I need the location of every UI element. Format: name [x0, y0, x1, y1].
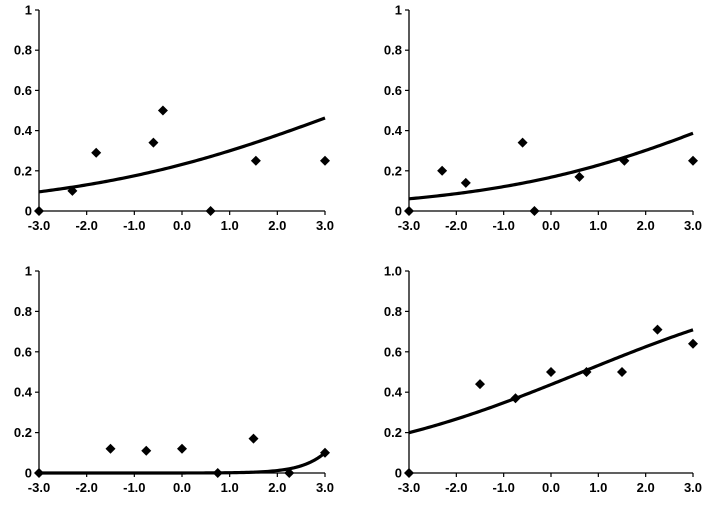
y-tick-label: 0.6	[14, 83, 32, 98]
data-point	[653, 325, 663, 335]
y-tick-label: 0.8	[384, 304, 402, 319]
data-point	[213, 468, 223, 478]
x-tick-label: 0.0	[542, 218, 560, 233]
x-tick-label: -1.0	[123, 480, 145, 495]
data-point	[249, 434, 259, 444]
x-tick-label: -3.0	[398, 218, 420, 233]
y-tick-label: 0.2	[384, 425, 402, 440]
y-tick-label: 0.8	[14, 304, 32, 319]
x-tick-label: -3.0	[398, 480, 420, 495]
data-point	[91, 148, 101, 158]
y-tick-label: 0	[25, 466, 32, 481]
fitted-curve	[409, 133, 693, 199]
data-point	[34, 468, 44, 478]
data-point	[106, 444, 116, 454]
fitted-curve	[409, 330, 693, 433]
x-tick-label: -3.0	[28, 218, 50, 233]
data-point	[158, 106, 168, 116]
x-tick-label: 3.0	[316, 218, 334, 233]
x-tick-label: 1.0	[589, 480, 607, 495]
x-tick-label: 3.0	[684, 480, 702, 495]
y-tick-label: 1	[25, 264, 32, 279]
data-point	[511, 393, 521, 403]
data-point	[251, 156, 261, 166]
x-tick-label: 2.0	[268, 480, 286, 495]
y-tick-label: 0	[395, 204, 402, 219]
x-tick-label: 1.0	[221, 218, 239, 233]
y-tick-label: 1.0	[384, 264, 402, 279]
y-tick-label: 0.4	[384, 123, 403, 138]
y-tick-label: 0.2	[384, 163, 402, 178]
x-tick-label: -1.0	[492, 480, 514, 495]
x-tick-label: -2.0	[75, 480, 97, 495]
fitted-curve	[39, 118, 325, 192]
y-tick-label: 0	[395, 466, 402, 481]
x-tick-label: -1.0	[492, 218, 514, 233]
y-tick-label: 0.4	[384, 385, 403, 400]
y-tick-label: 0.8	[384, 43, 402, 58]
data-point	[148, 138, 158, 148]
chart-panel-bottom-right: 0 0.2 0.4 0.6 0.8 1.0 -3.0 -2.0 -1.0 0.0 1.0 2.0 3.0	[384, 264, 702, 496]
y-tick-label: 0.6	[384, 344, 402, 359]
chart-panel-top-left: 0 0.2 0.4 0.6 0.8 1 -3.0 -2.0 -1.0 0.0 1.0 2.0 3.0	[14, 3, 334, 234]
x-tick-label: 0.0	[542, 480, 560, 495]
data-point	[206, 206, 216, 216]
y-tick-label: 0.4	[14, 123, 33, 138]
y-tick-label: 0.2	[14, 163, 32, 178]
x-tick-label: 3.0	[316, 480, 334, 495]
x-tick-label: 1.0	[221, 480, 239, 495]
data-point	[574, 172, 584, 182]
x-tick-label: -3.0	[28, 480, 50, 495]
data-point	[437, 166, 447, 176]
data-point	[177, 444, 187, 454]
data-point	[34, 206, 44, 216]
x-tick-label: 2.0	[637, 480, 655, 495]
data-point	[404, 206, 414, 216]
x-tick-label: 0.0	[173, 218, 191, 233]
y-tick-label: 0.2	[14, 425, 32, 440]
data-point	[546, 367, 556, 377]
data-point	[475, 379, 485, 389]
y-tick-label: 0	[25, 204, 32, 219]
y-tick-label: 1	[395, 3, 402, 18]
y-tick-label: 0.6	[384, 83, 402, 98]
data-point	[529, 206, 539, 216]
data-point	[404, 468, 414, 478]
data-point	[518, 138, 528, 148]
data-point	[141, 446, 151, 456]
data-point	[320, 156, 330, 166]
y-tick-label: 0.6	[14, 344, 32, 359]
x-tick-label: 0.0	[173, 480, 191, 495]
x-tick-label: 2.0	[637, 218, 655, 233]
y-tick-label: 1	[25, 3, 32, 18]
y-tick-label: 0.8	[14, 43, 32, 58]
chart-panel-bottom-left: 0 0.2 0.4 0.6 0.8 1 -3.0 -2.0 -1.0 0.0 1.0 2.0 3.0	[14, 264, 334, 496]
data-point	[688, 339, 698, 349]
chart-panel-top-right: 0 0.2 0.4 0.6 0.8 1 -3.0 -2.0 -1.0 0.0 1.0 2.0 3.0	[384, 3, 702, 234]
y-tick-label: 0.4	[14, 385, 33, 400]
data-point	[688, 156, 698, 166]
x-tick-label: -2.0	[445, 218, 467, 233]
x-tick-label: -2.0	[75, 218, 97, 233]
x-tick-label: 2.0	[268, 218, 286, 233]
x-tick-label: -1.0	[123, 218, 145, 233]
fitted-curve	[39, 453, 325, 473]
data-point	[461, 178, 471, 188]
x-tick-label: -2.0	[445, 480, 467, 495]
x-tick-label: 1.0	[589, 218, 607, 233]
data-point	[617, 367, 627, 377]
x-tick-label: 3.0	[684, 218, 702, 233]
